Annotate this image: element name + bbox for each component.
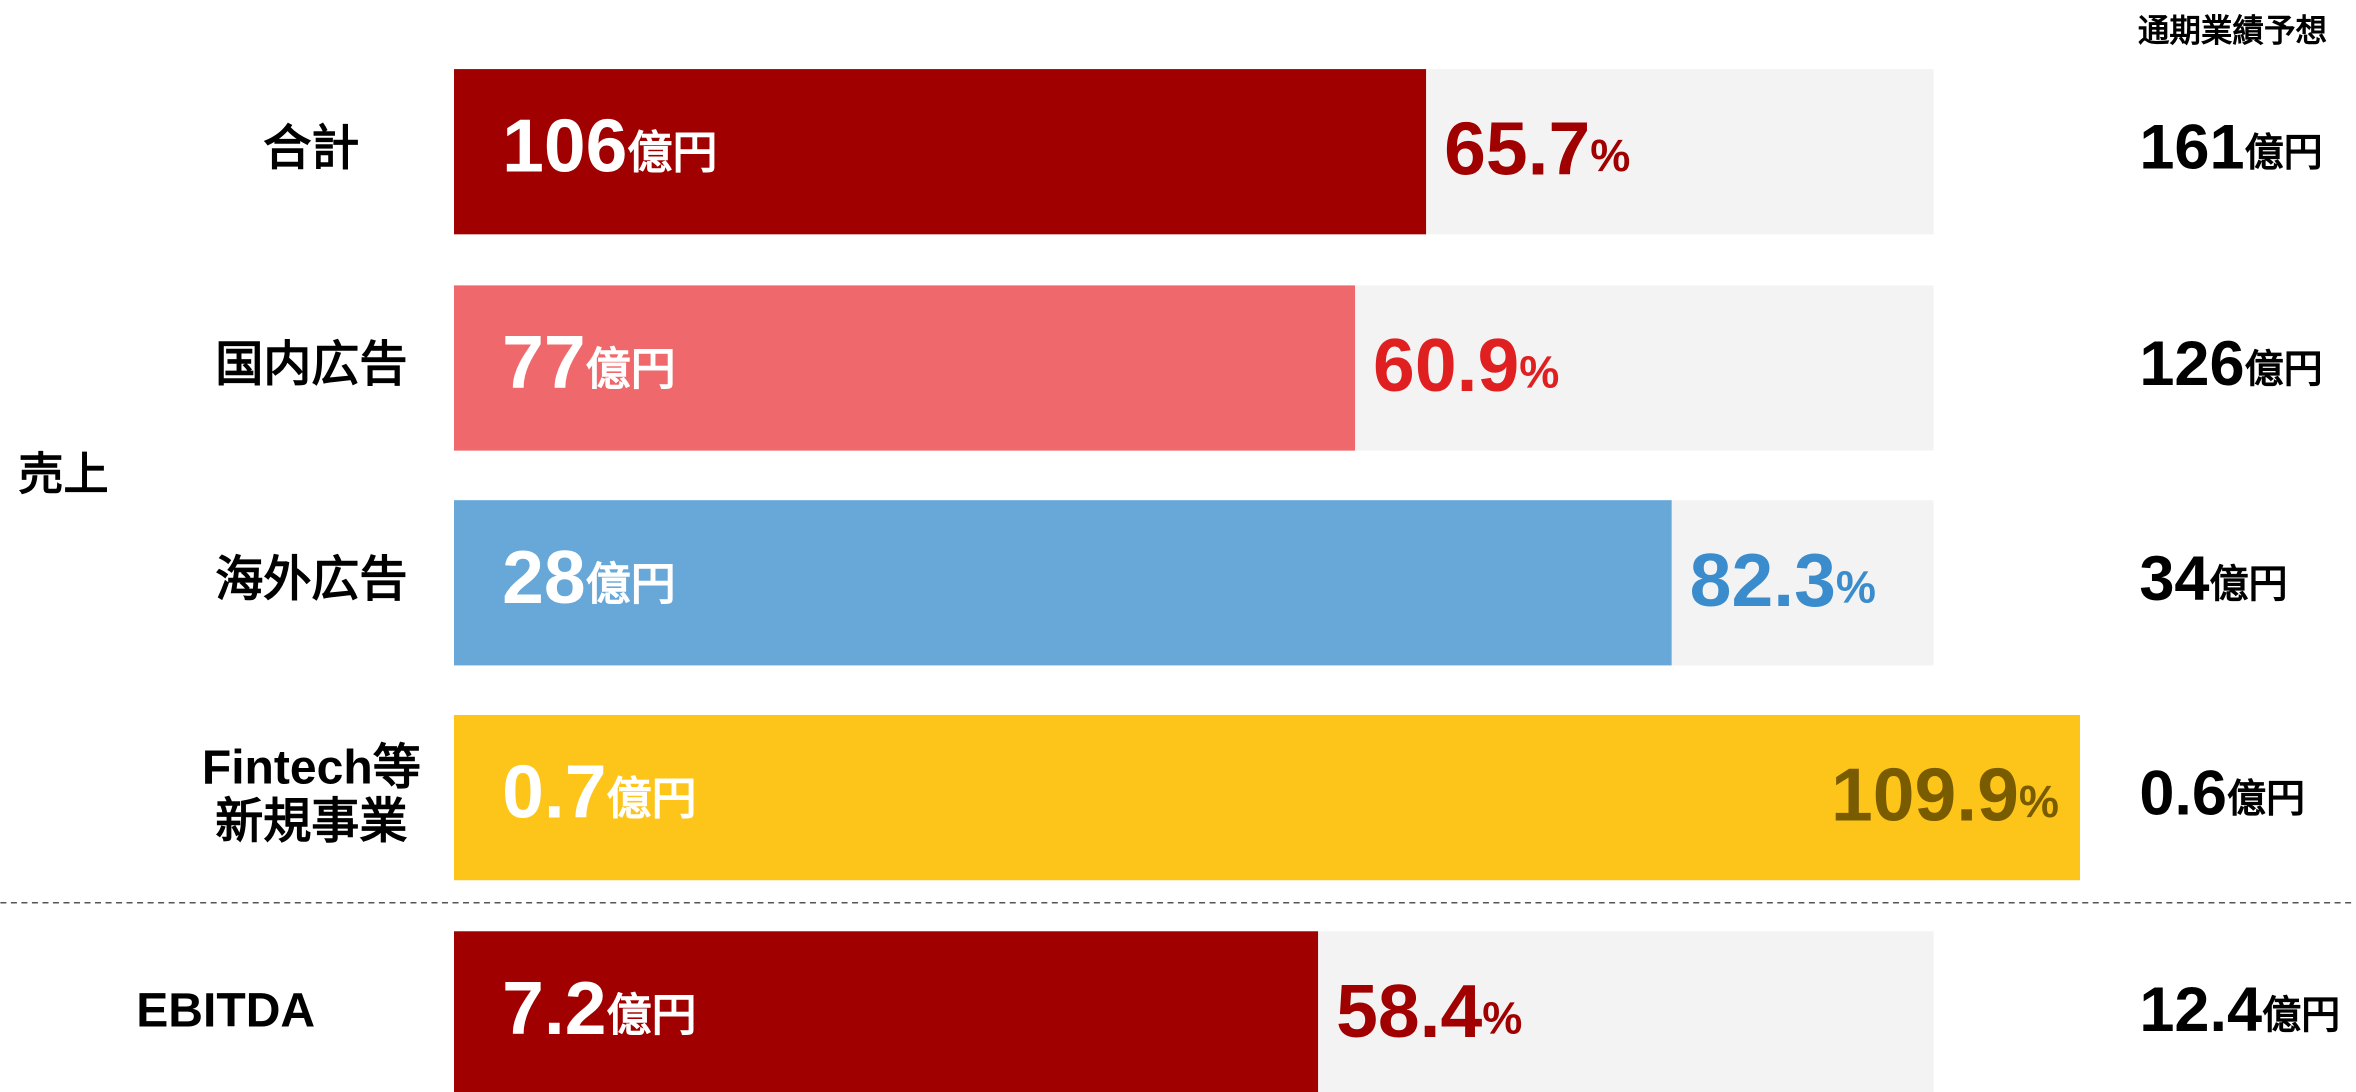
forecast-unit: 億円	[2262, 995, 2340, 1038]
actual-unit: 億円	[606, 773, 696, 824]
actual-value: 77	[502, 320, 586, 404]
percent-value: 109.9	[1831, 752, 2019, 836]
forecast-value: 34	[2139, 543, 2209, 613]
forecast-label: 126億円	[2139, 329, 2322, 399]
bar	[454, 69, 1427, 235]
bar	[454, 714, 2081, 881]
category-label: 海外広告	[215, 553, 407, 607]
percent-unit: %	[1836, 561, 1876, 612]
actual-label: 77億円	[502, 320, 676, 404]
percent-unit: %	[1590, 130, 1630, 181]
forecast-unit: 億円	[2227, 778, 2305, 821]
forecast-label: 0.6億円	[2139, 758, 2305, 828]
forecast-label: 34億円	[2139, 543, 2287, 613]
forecast-label: 12.4億円	[2139, 975, 2340, 1045]
group-label: 売上	[18, 449, 108, 500]
bar	[454, 500, 1672, 666]
actual-unit: 億円	[627, 127, 717, 178]
actual-unit: 億円	[606, 989, 696, 1040]
percent-label: 109.9%	[1831, 752, 2059, 836]
actual-label: 106億円	[502, 104, 717, 188]
forecast-value: 0.6	[2139, 758, 2227, 828]
percent-unit: %	[1482, 992, 1522, 1043]
percent-label: 65.7%	[1444, 107, 1630, 191]
percent-label: 60.9%	[1373, 323, 1559, 407]
actual-value: 106	[502, 104, 627, 188]
actual-label: 0.7億円	[502, 749, 696, 833]
forecast-value: 126	[2139, 329, 2244, 399]
actual-label: 28億円	[502, 535, 676, 619]
bar	[454, 931, 1319, 1092]
percent-label: 58.4%	[1336, 969, 1522, 1053]
forecast-value: 161	[2139, 112, 2244, 182]
actual-value: 28	[502, 535, 586, 619]
forecast-label: 161億円	[2139, 112, 2322, 182]
percent-value: 82.3	[1690, 538, 1836, 622]
percent-value: 58.4	[1336, 969, 1482, 1053]
percent-label: 82.3%	[1690, 538, 1876, 622]
bar	[454, 285, 1356, 451]
percent-value: 65.7	[1444, 107, 1590, 191]
actual-unit: 億円	[586, 343, 676, 394]
percent-unit: %	[2019, 776, 2059, 827]
forecast-unit: 億円	[2245, 133, 2323, 176]
actual-unit: 億円	[586, 558, 676, 609]
actual-value: 0.7	[502, 749, 606, 833]
forecast-unit: 億円	[2245, 349, 2323, 392]
percent-unit: %	[1519, 346, 1559, 397]
category-label: 合計	[263, 121, 359, 175]
category-label: 国内広告	[215, 338, 407, 392]
forecast-unit: 億円	[2209, 564, 2287, 607]
actual-value: 7.2	[502, 966, 606, 1050]
percent-value: 60.9	[1373, 323, 1519, 407]
category-label: 新規事業	[215, 794, 407, 848]
forecast-value: 12.4	[2139, 975, 2262, 1045]
actual-label: 7.2億円	[502, 966, 696, 1050]
category-label: EBITDA	[136, 984, 315, 1038]
category-label: Fintech等	[202, 740, 421, 794]
forecast-header: 通期業績予想	[2138, 12, 2327, 48]
